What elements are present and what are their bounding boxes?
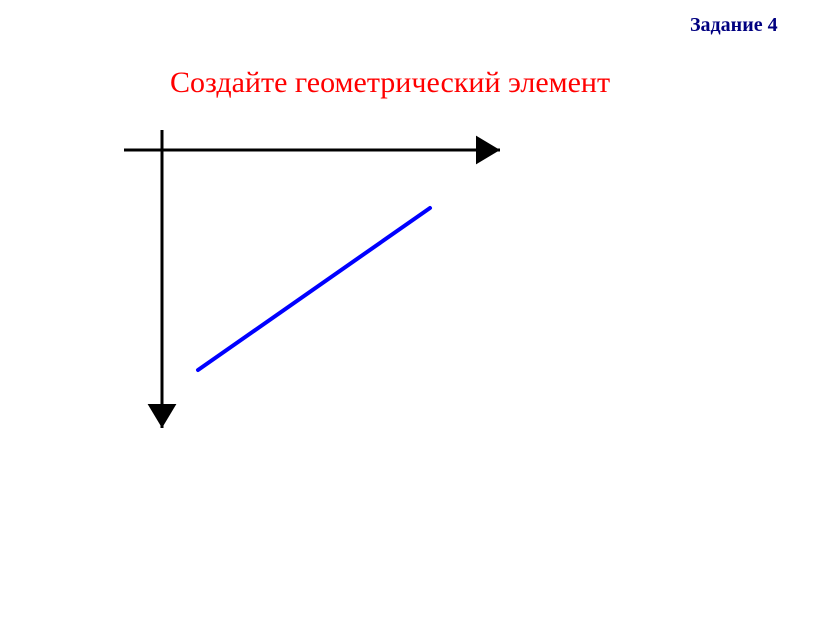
blue-segment — [198, 208, 430, 370]
geometry-diagram — [110, 130, 530, 450]
task-label: Задание 4 — [690, 14, 778, 37]
page-title: Создайте геометрический элемент — [170, 66, 610, 100]
